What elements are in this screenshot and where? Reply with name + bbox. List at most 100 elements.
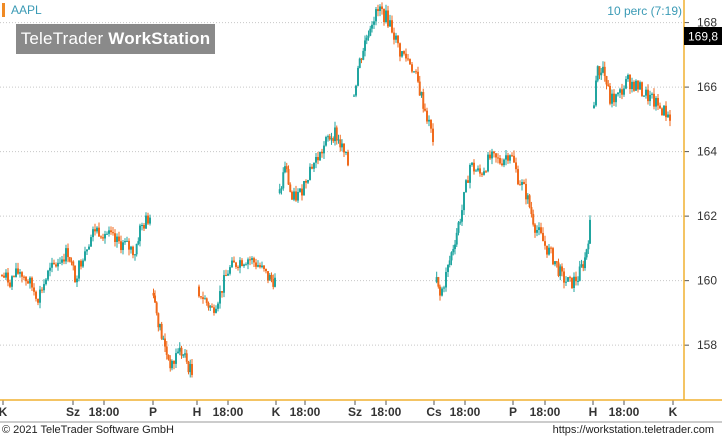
- candle-body: [371, 24, 373, 29]
- candle-body: [373, 21, 375, 25]
- candle-body: [525, 184, 527, 200]
- candle-body: [231, 260, 233, 268]
- candle-body: [284, 166, 286, 173]
- candle-body: [82, 260, 84, 267]
- candle-body: [247, 259, 249, 265]
- candle-body: [615, 94, 617, 103]
- candle-body: [108, 230, 110, 234]
- candle-body: [225, 275, 227, 277]
- candle-body: [515, 162, 517, 170]
- x-tick-label: K: [669, 405, 678, 419]
- candle-body: [209, 306, 212, 308]
- candle-body: [86, 249, 88, 252]
- candle-body: [287, 169, 290, 185]
- candle-body: [9, 282, 11, 287]
- candle-body: [110, 230, 112, 233]
- candle-body: [347, 152, 349, 166]
- candle-body: [53, 262, 55, 265]
- candle-body: [25, 276, 27, 282]
- candle-body: [295, 191, 297, 201]
- candle-body: [420, 92, 423, 96]
- candle-body: [613, 93, 615, 103]
- candle-body: [383, 8, 385, 23]
- candle-body: [61, 259, 63, 263]
- candle-body: [385, 10, 387, 23]
- candle-body: [575, 276, 577, 282]
- x-tick-label: H: [193, 405, 202, 419]
- candle-body: [593, 105, 595, 109]
- candle-body: [102, 237, 104, 239]
- website-link[interactable]: https://workstation.teletrader.com: [552, 424, 714, 436]
- candle-body: [5, 272, 7, 278]
- candle-body: [493, 151, 495, 154]
- candle-body: [23, 276, 25, 278]
- x-tick-label: P: [509, 405, 517, 419]
- candle-body: [57, 262, 59, 267]
- y-tick-label: 168: [697, 16, 717, 30]
- logo-brand: TeleTrader: [20, 29, 104, 48]
- candle-body: [104, 234, 106, 239]
- candle-body: [532, 213, 535, 225]
- candle-body: [200, 296, 202, 298]
- candle-body: [459, 221, 462, 223]
- candle-body: [41, 289, 43, 291]
- candle-body: [74, 265, 76, 283]
- candle-body: [68, 257, 71, 262]
- symbol-label[interactable]: AAPL: [2, 3, 42, 17]
- candle-body: [299, 188, 301, 192]
- candle-body: [164, 338, 166, 347]
- candle-body: [233, 260, 235, 263]
- x-tick-label: K: [272, 405, 281, 419]
- candle-body: [1, 274, 3, 276]
- candle-body: [485, 171, 487, 173]
- candle-body: [469, 164, 471, 183]
- candle-body: [364, 40, 366, 51]
- candle-body: [497, 157, 499, 159]
- candle-body: [600, 72, 603, 76]
- candle-body: [159, 323, 161, 328]
- candle-body: [265, 268, 267, 272]
- candle-body: [202, 297, 204, 299]
- candle-body: [550, 247, 552, 249]
- candle-body: [365, 37, 368, 41]
- candle-body: [661, 108, 663, 116]
- candle-body: [272, 279, 275, 287]
- candle-body: [245, 264, 247, 266]
- candle-body: [399, 43, 401, 57]
- candle-body: [463, 192, 465, 211]
- candle-body: [301, 188, 303, 196]
- candle-body: [519, 184, 521, 186]
- candle-body: [39, 289, 41, 303]
- last-price-label: 169,8: [688, 30, 718, 44]
- candle-body: [309, 166, 311, 180]
- candle-body: [358, 58, 361, 68]
- candle-body: [422, 92, 425, 109]
- candle-body: [481, 173, 483, 175]
- candle-body: [207, 302, 210, 308]
- candle-body: [589, 219, 591, 244]
- candle-body: [31, 277, 33, 288]
- candle-body: [187, 361, 190, 373]
- candle-body: [88, 246, 90, 250]
- candle-body: [126, 240, 128, 242]
- candle-body: [253, 258, 255, 263]
- candle-body: [509, 155, 511, 161]
- interval-label[interactable]: 10 perc (7:19): [607, 4, 682, 18]
- candle-body: [317, 157, 319, 161]
- candle-body: [534, 224, 536, 233]
- candle-body: [548, 247, 550, 255]
- candle-body: [249, 259, 251, 261]
- candle-body: [430, 119, 432, 129]
- candle-body: [217, 303, 219, 309]
- candle-body: [221, 291, 223, 293]
- candle-body: [580, 264, 583, 267]
- candle-body: [239, 260, 241, 268]
- candle-body: [21, 272, 23, 277]
- candle-body: [487, 154, 489, 172]
- x-tick-label: 18:00: [609, 405, 640, 419]
- candle-body: [584, 257, 586, 269]
- candle-body: [114, 233, 116, 242]
- candle-body: [35, 291, 37, 299]
